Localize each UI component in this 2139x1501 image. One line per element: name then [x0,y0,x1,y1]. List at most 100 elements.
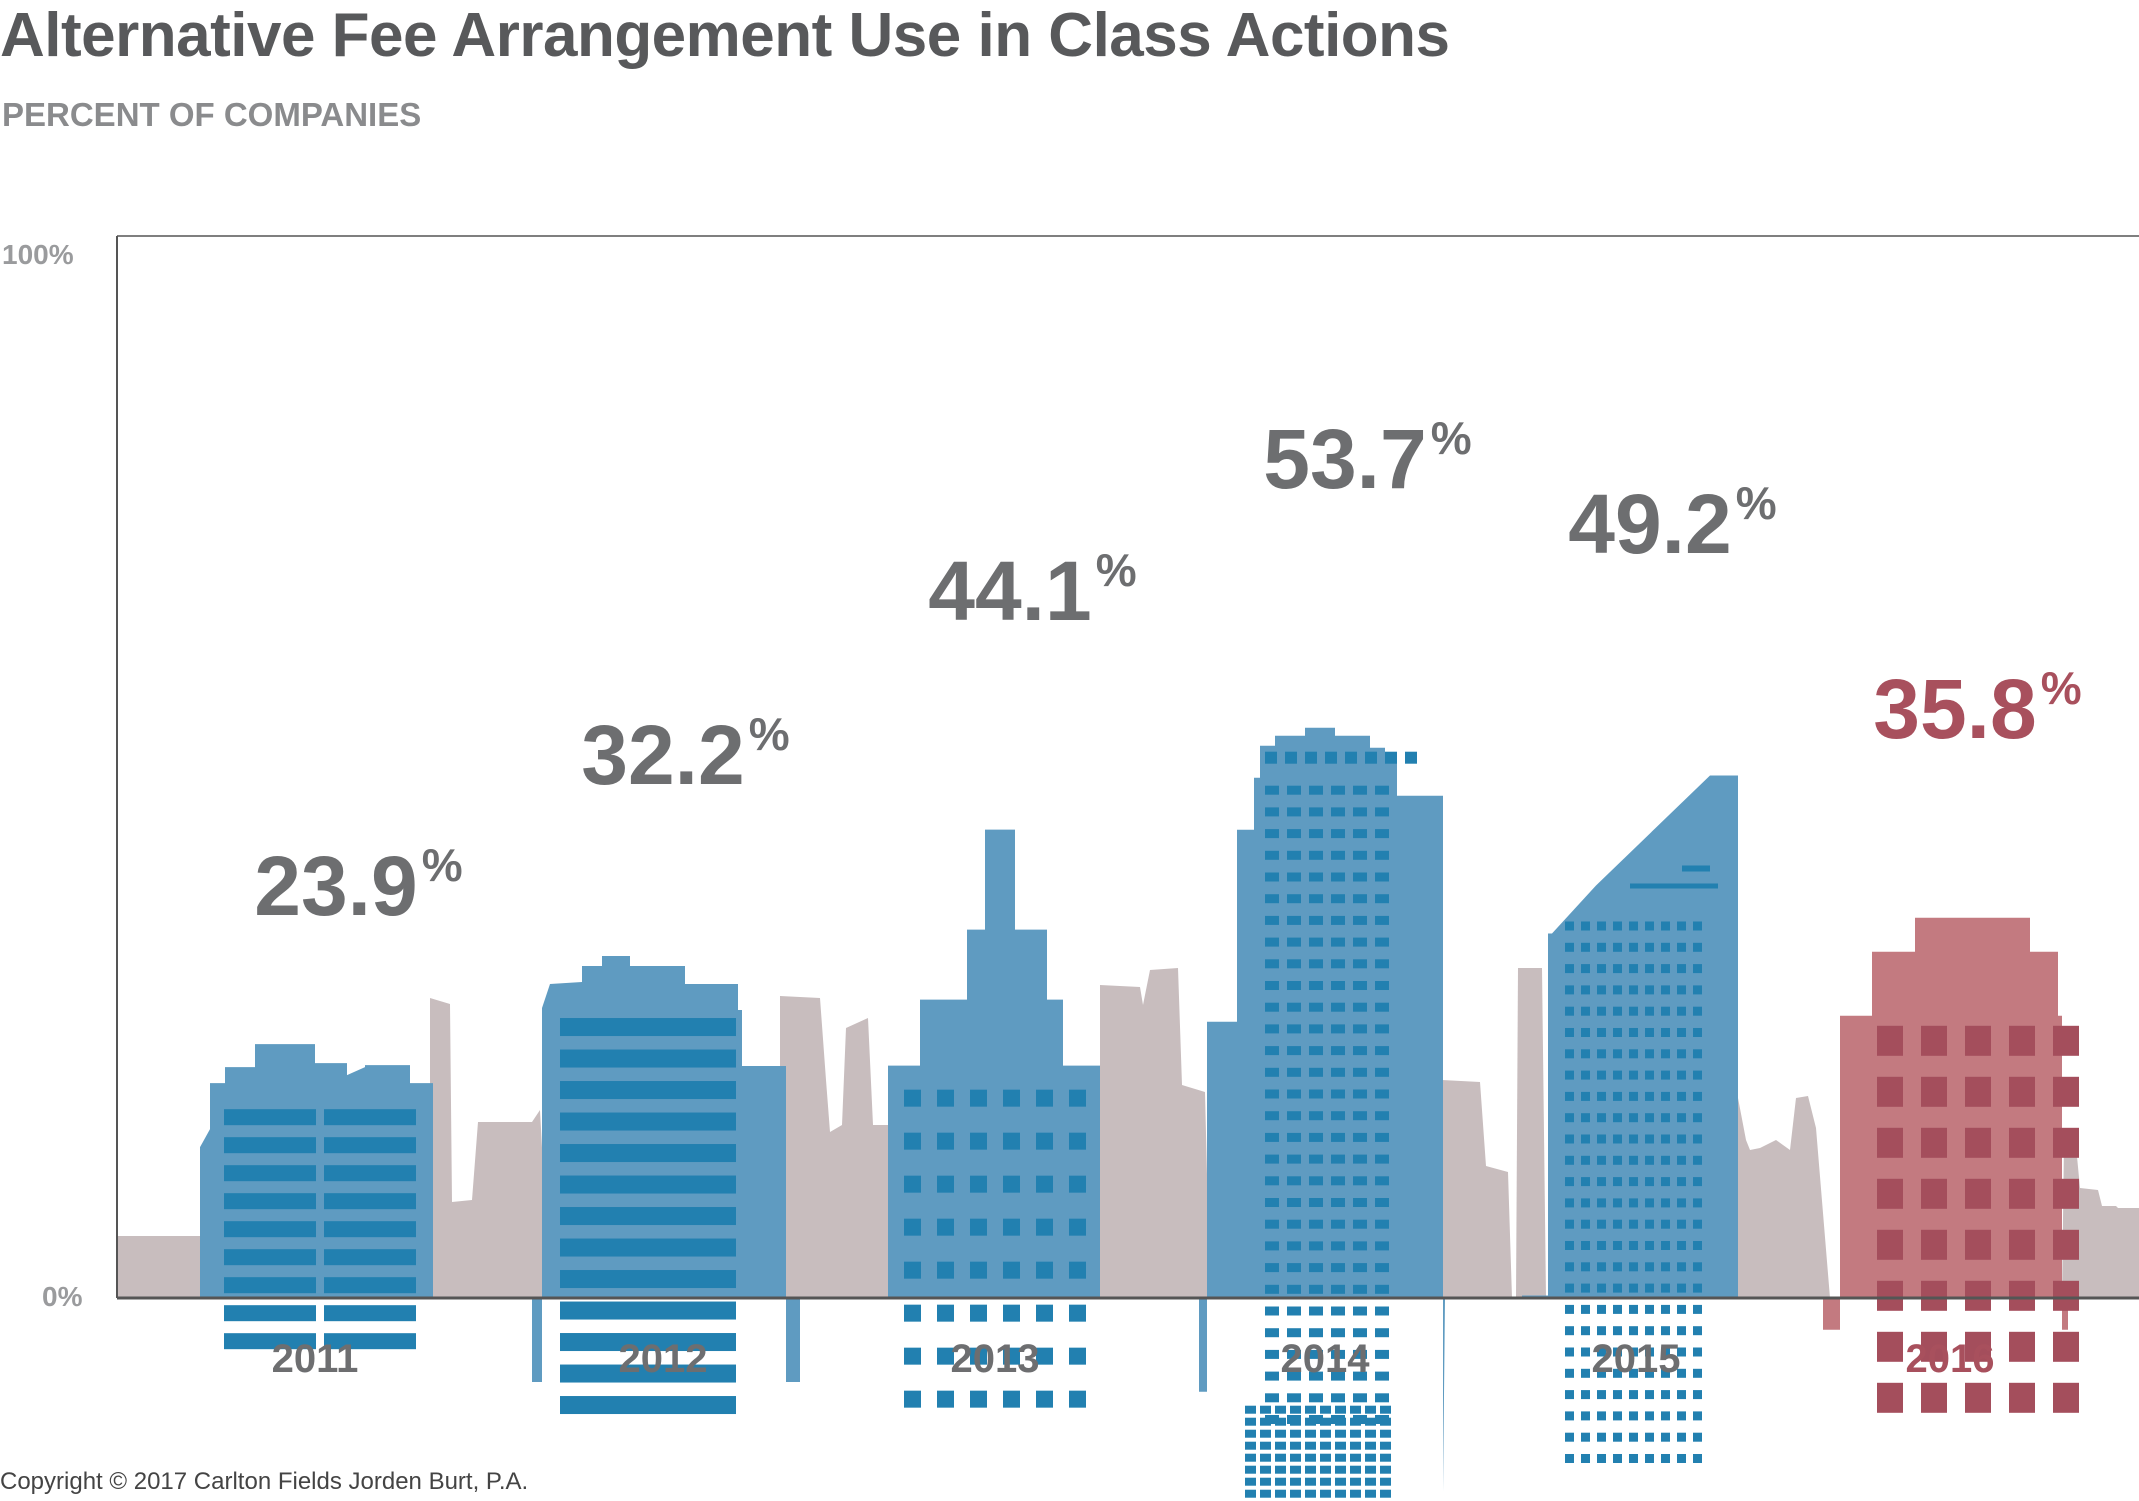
window [1661,921,1670,931]
window [1565,1134,1574,1144]
window [1305,1429,1316,1438]
window [1331,872,1345,882]
window [1069,1089,1086,1107]
value-label-2015: 49.2 [1568,477,1732,571]
window [1597,1368,1606,1378]
window [1661,1177,1670,1187]
window [1581,942,1590,952]
bar-building-2011 [187,1044,441,1350]
window [1629,1049,1638,1059]
window [1036,1390,1053,1408]
window [904,1175,921,1193]
window [1677,1006,1686,1016]
window [1320,1465,1331,1474]
window [1565,1347,1574,1357]
window [1921,1280,1947,1311]
window [1287,1241,1301,1251]
window [1036,1261,1053,1279]
window [1613,1262,1622,1272]
window [1265,850,1279,860]
window [1245,1429,1256,1438]
window [1265,872,1279,882]
window [1265,1241,1279,1251]
window [1677,1390,1686,1400]
window [1287,1002,1301,1012]
window [1613,1006,1622,1016]
window [1375,850,1389,860]
window [1677,1155,1686,1165]
window [1581,1368,1590,1378]
window [1353,1111,1367,1121]
window [1331,1393,1345,1403]
window [1375,1263,1389,1273]
window [1305,1441,1316,1450]
window [1287,1132,1301,1142]
window [1265,1371,1279,1381]
window [1036,1347,1053,1365]
window [1245,1453,1256,1462]
window [904,1304,921,1322]
window [1331,1024,1345,1034]
window [1629,1411,1638,1421]
window [1629,1368,1638,1378]
window [1290,1465,1301,1474]
window [1290,1453,1301,1462]
window [1245,1441,1256,1450]
window [1003,1347,1020,1365]
skyline-shape [117,1236,200,1298]
window [1265,1263,1279,1273]
window [904,1089,921,1107]
window-strip [560,1364,736,1383]
window [1661,1070,1670,1080]
window [1565,1219,1574,1229]
window [1320,1405,1331,1414]
window [1331,1219,1345,1229]
window [1350,1465,1361,1474]
skyline-shape [780,996,890,1298]
window [1265,1154,1279,1164]
window [1069,1390,1086,1408]
window [1629,1177,1638,1187]
window [1350,1417,1361,1426]
window [1309,1328,1323,1338]
window [1335,1417,1346,1426]
window [1375,1111,1389,1121]
window [1265,807,1279,817]
window [1069,1261,1086,1279]
window [1331,807,1345,817]
window [970,1175,987,1193]
skyline-shape [430,998,550,1298]
window [1003,1304,1020,1322]
window [1613,1113,1622,1123]
window [1245,1489,1256,1498]
window [1309,1024,1323,1034]
window [1350,1489,1361,1498]
window [2053,1280,2079,1311]
window [1565,942,1574,952]
window [1353,872,1367,882]
window [1565,1155,1574,1165]
window [1645,1432,1654,1442]
skyline-shape [2062,1140,2139,1298]
window [1353,1328,1367,1338]
window [1287,1089,1301,1099]
window [1629,1347,1638,1357]
window [1581,1453,1590,1463]
window [1287,1306,1301,1316]
window [1353,1349,1367,1359]
window [1375,785,1389,795]
window [1965,1331,1991,1362]
window [1565,1049,1574,1059]
window [1309,1198,1323,1208]
window [1693,1134,1702,1144]
window [1565,1240,1574,1250]
window [1309,959,1323,969]
window [1375,1046,1389,1056]
window-strip [1630,883,1718,889]
window [1353,807,1367,817]
window [1613,1411,1622,1421]
window-strip [224,1277,316,1294]
window [1309,1241,1323,1251]
value-suffix-2016: % [2041,662,2082,714]
window [1597,1049,1606,1059]
